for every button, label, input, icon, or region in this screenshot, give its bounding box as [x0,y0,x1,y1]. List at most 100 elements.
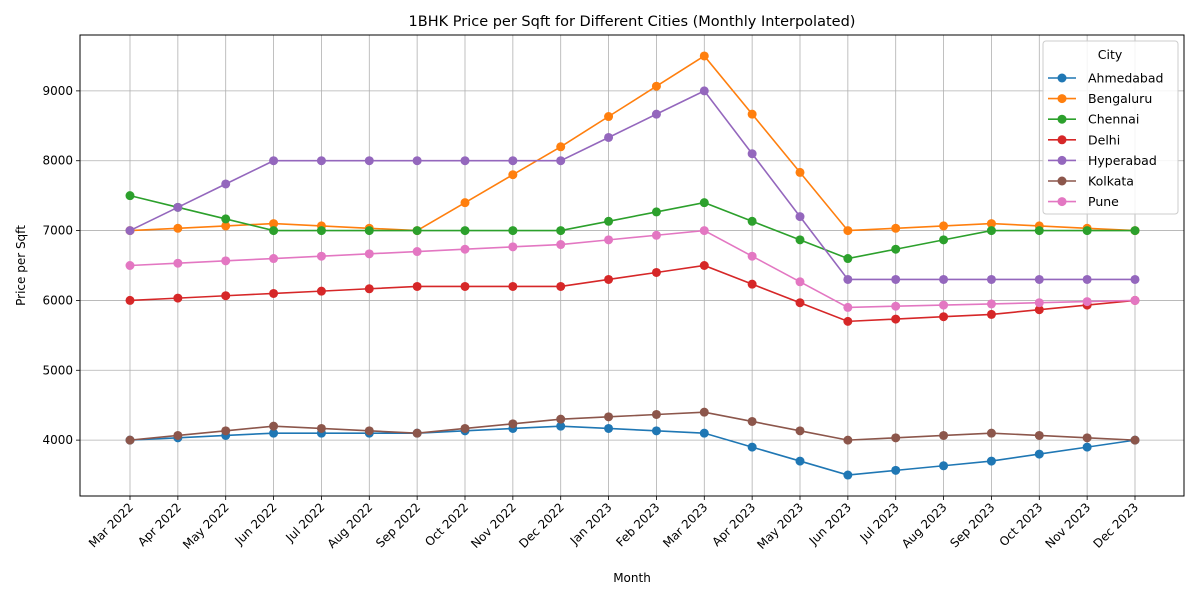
legend-marker [1057,135,1067,145]
data-point-delhi [412,281,422,291]
data-point-chennai [269,226,279,236]
x-tick-label: Nov 2023 [1043,500,1094,551]
data-point-delhi [604,274,614,284]
series-pune [125,226,1140,312]
data-point-chennai [460,226,470,236]
legend-marker [1057,176,1067,186]
data-point-hyperabad [125,226,135,236]
x-tick-label: Feb 2023 [613,500,662,549]
data-point-bengaluru [269,219,279,229]
data-point-ahmedabad [556,421,566,431]
x-tick-label: Sep 2023 [947,500,997,550]
data-point-bengaluru [460,198,470,208]
data-point-hyperabad [269,156,279,166]
x-tick-label: Apr 2022 [135,500,184,549]
data-point-delhi [460,281,470,291]
data-point-chennai [843,254,853,264]
data-point-hyperabad [221,179,231,189]
data-point-chennai [699,198,709,208]
data-point-delhi [508,281,518,291]
data-point-chennai [986,226,996,236]
data-point-kolkata [508,419,518,429]
data-point-pune [221,256,231,266]
legend-label: Pune [1088,194,1119,209]
series-line-delhi [129,264,1136,323]
data-point-pune [939,300,949,310]
data-point-bengaluru [747,109,757,119]
data-point-chennai [508,226,518,236]
data-point-bengaluru [651,81,661,91]
data-point-chennai [1082,226,1092,236]
data-point-ahmedabad [699,428,709,438]
data-point-hyperabad [986,274,996,284]
data-point-ahmedabad [1034,449,1044,459]
data-point-hyperabad [747,149,757,159]
data-point-chennai [316,226,326,236]
x-tick-label: Jun 2022 [232,500,280,548]
data-point-kolkata [843,435,853,445]
data-point-ahmedabad [651,426,661,436]
series-line-pune [129,229,1136,309]
data-point-kolkata [173,430,183,440]
data-point-ahmedabad [939,461,949,471]
y-tick-label: 6000 [42,293,73,307]
x-tick-label: Apr 2023 [709,500,758,549]
data-point-pune [460,244,470,254]
data-point-ahmedabad [795,456,805,466]
data-point-chennai [747,216,757,226]
series-chennai [125,191,1140,264]
data-point-delhi [1034,305,1044,315]
x-tick-label: Mar 2023 [660,500,710,550]
data-point-hyperabad [173,202,183,212]
x-tick-label: Aug 2023 [899,500,950,551]
chart-title: 1BHK Price per Sqft for Different Cities… [409,14,856,30]
x-tick-label: Jun 2023 [806,500,854,548]
legend-label: Ahmedabad [1088,71,1163,86]
legend-label: Hyperabad [1088,153,1157,168]
data-point-chennai [891,244,901,254]
legend-item-bengaluru: Bengaluru [1048,91,1152,106]
data-point-kolkata [747,416,757,426]
data-point-hyperabad [316,156,326,166]
data-point-pune [173,258,183,268]
data-point-chennai [795,235,805,245]
legend-item-chennai: Chennai [1048,112,1139,127]
data-point-kolkata [1034,430,1044,440]
data-point-pune [364,249,374,259]
legend-item-kolkata: Kolkata [1048,174,1134,189]
data-point-delhi [795,298,805,308]
data-point-hyperabad [891,274,901,284]
data-point-ahmedabad [986,456,996,466]
y-axis: 4000 5000 6000 7000 8000 9000 [42,84,80,447]
series-delhi [125,261,1140,326]
data-point-delhi [699,261,709,270]
data-point-pune [843,302,853,312]
data-point-hyperabad [699,86,709,96]
data-point-bengaluru [173,223,183,233]
data-point-kolkata [795,426,805,436]
data-point-delhi [269,288,279,298]
data-point-pune [556,240,566,250]
data-point-delhi [364,284,374,294]
data-point-kolkata [316,423,326,433]
data-point-delhi [986,309,996,319]
x-axis-title: Month [613,571,651,585]
data-point-kolkata [1130,435,1140,445]
data-point-hyperabad [604,132,614,142]
data-point-pune [1130,295,1140,305]
data-point-bengaluru [604,112,614,122]
x-tick-label: Oct 2023 [997,500,1046,549]
series-kolkata [125,407,1140,445]
series-line-ahmedabad [129,425,1136,476]
y-tick-label: 4000 [42,433,73,447]
data-point-kolkata [125,435,135,445]
data-point-chennai [604,216,614,226]
data-point-pune [412,247,422,257]
data-point-ahmedabad [1082,442,1092,452]
data-point-bengaluru [508,170,518,180]
y-axis-title: Price per Sqft [14,225,28,306]
data-point-ahmedabad [747,442,757,452]
legend-marker [1057,197,1067,207]
data-point-kolkata [986,428,996,438]
x-tick-label: Jul 2023 [857,500,902,545]
